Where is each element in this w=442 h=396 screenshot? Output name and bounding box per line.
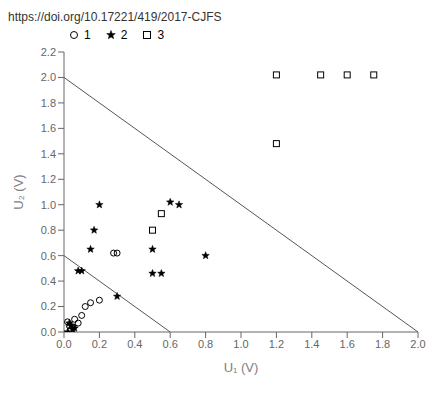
svg-text:U₁ (V): U₁ (V): [224, 360, 259, 375]
svg-text:1.6: 1.6: [340, 338, 355, 350]
svg-text:1.2: 1.2: [41, 173, 56, 185]
svg-text:1.4: 1.4: [304, 338, 319, 350]
svg-text:2.0: 2.0: [41, 71, 56, 83]
svg-text:0.0: 0.0: [56, 338, 71, 350]
svg-text:0.4: 0.4: [127, 338, 142, 350]
svg-text:1.6: 1.6: [41, 122, 56, 134]
svg-text:1.4: 1.4: [41, 148, 56, 160]
svg-text:1.0: 1.0: [41, 199, 56, 211]
svg-text:0.6: 0.6: [163, 338, 178, 350]
svg-text:0.6: 0.6: [41, 250, 56, 262]
svg-text:0.4: 0.4: [41, 275, 56, 287]
svg-text:1.2: 1.2: [269, 338, 284, 350]
svg-text:1.8: 1.8: [375, 338, 390, 350]
svg-text:0.8: 0.8: [41, 224, 56, 236]
html-text:1: 1: [84, 28, 91, 42]
svg-text:2.0: 2.0: [410, 338, 425, 350]
svg-text:2.2: 2.2: [41, 46, 56, 58]
svg-text:0.2: 0.2: [92, 338, 107, 350]
svg-text:0.8: 0.8: [198, 338, 213, 350]
svg-text:0.2: 0.2: [41, 300, 56, 312]
html-text:3: 3: [157, 28, 165, 42]
svg-text:1.8: 1.8: [41, 97, 56, 109]
svg-text:1.0: 1.0: [233, 338, 248, 350]
svg-text:U₂ (V): U₂ (V): [11, 174, 26, 209]
html-text:2: 2: [120, 28, 128, 42]
svg-text:0.0: 0.0: [41, 326, 56, 338]
html-text:https://doi.org/10.17221/419/2: https://doi.org/10.17221/419/2017-CJFS: [8, 10, 222, 24]
